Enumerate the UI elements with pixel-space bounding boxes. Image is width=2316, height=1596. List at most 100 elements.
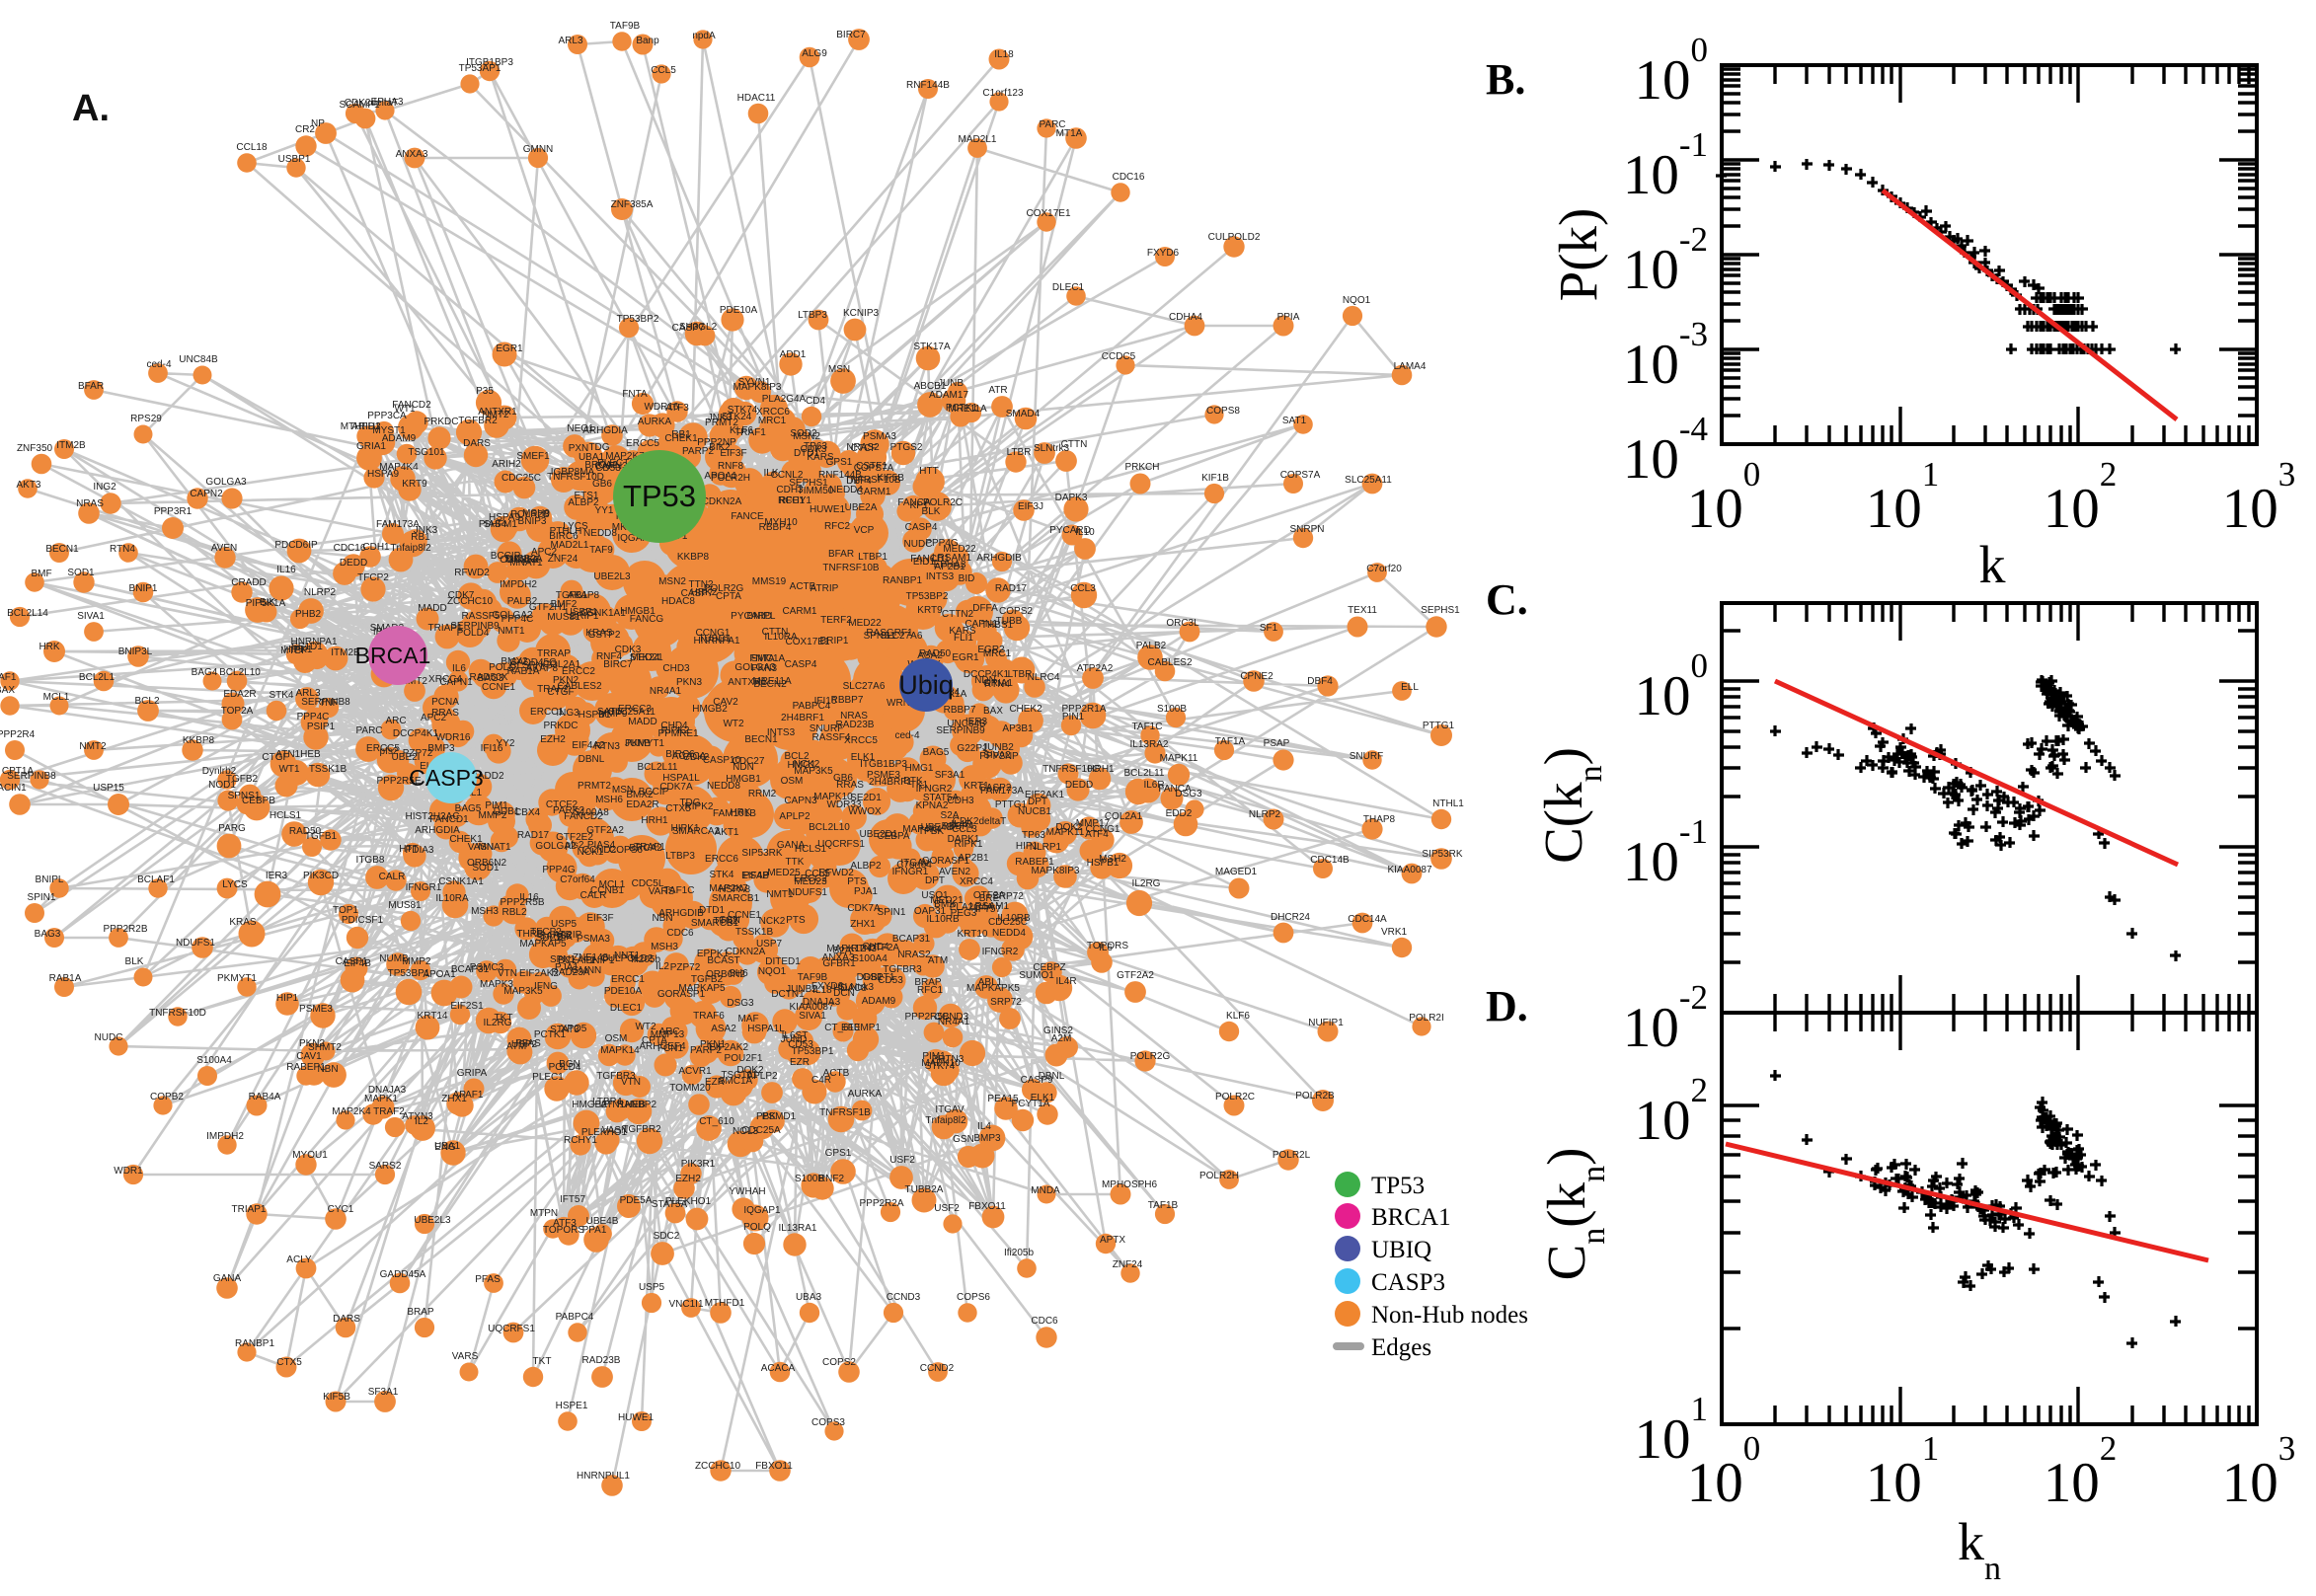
svg-text:MAP2K7: MAP2K7 (709, 883, 748, 894)
svg-text:ced-4: ced-4 (894, 730, 919, 741)
svg-text:CARM1: CARM1 (782, 606, 816, 617)
svg-text:CCL3: CCL3 (952, 824, 977, 835)
svg-text:RASGRF1: RASGRF1 (866, 628, 913, 639)
svg-text:CDK3: CDK3 (801, 444, 827, 455)
svg-text:HMG1: HMG1 (788, 760, 816, 771)
svg-text:SARS2: SARS2 (540, 931, 573, 942)
svg-text:RANBP1: RANBP1 (883, 575, 922, 586)
svg-text:LTBP1: LTBP1 (858, 552, 888, 563)
svg-text:HRK: HRK (730, 807, 750, 818)
svg-text:LRSAM1: LRSAM1 (969, 901, 1009, 912)
svg-text:ITGB8: ITGB8 (356, 855, 385, 866)
svg-text:PIK3CD: PIK3CD (303, 871, 339, 881)
svg-text:RANBP2: RANBP2 (617, 1100, 656, 1110)
svg-text:RPS29: RPS29 (130, 414, 162, 424)
svg-text:FCN1: FCN1 (657, 1043, 684, 1054)
svg-text:TAF1C: TAF1C (664, 885, 695, 896)
svg-text:C4R: C4R (811, 1075, 831, 1086)
svg-text:USP2: USP2 (511, 1039, 538, 1050)
svg-text:TUBB2A: TUBB2A (905, 1184, 944, 1195)
svg-text:BAX: BAX (983, 706, 1003, 717)
svg-text:IL2: IL2 (656, 961, 669, 972)
svg-text:PTS: PTS (847, 876, 867, 887)
svg-text:TSG101: TSG101 (721, 1070, 758, 1081)
svg-text:MED22: MED22 (943, 544, 976, 555)
svg-text:UBA1: UBA1 (434, 1141, 461, 1152)
svg-text:GFBR1: GFBR1 (822, 958, 856, 969)
svg-text:RAD50: RAD50 (289, 826, 322, 837)
svg-text:STK24: STK24 (630, 652, 660, 663)
svg-text:PPP2NP: PPP2NP (979, 751, 1019, 762)
svg-text:RABEP1: RABEP1 (1015, 857, 1054, 868)
svg-text:TTN2: TTN2 (689, 579, 714, 590)
svg-text:AKT3: AKT3 (16, 480, 40, 491)
svg-text:IFT57: IFT57 (975, 904, 1002, 915)
svg-text:CEBPB: CEBPB (242, 796, 275, 806)
svg-text:NMT2: NMT2 (79, 741, 107, 752)
svg-text:HSPB1: HSPB1 (1087, 858, 1119, 869)
svg-text:UBE2I: UBE2I (392, 752, 421, 763)
svg-text:CTTN: CTTN (762, 627, 789, 638)
svg-text:MED23: MED23 (794, 876, 827, 887)
svg-text:ACTB: ACTB (823, 1068, 850, 1079)
svg-text:KARS: KARS (949, 626, 976, 637)
svg-text:FBXO11: FBXO11 (755, 1461, 793, 1472)
svg-text:DAPK3: DAPK3 (1055, 493, 1088, 503)
svg-text:HIPK1: HIPK1 (284, 645, 313, 655)
svg-text:RTN3: RTN3 (851, 944, 877, 954)
svg-text:CDC6: CDC6 (1031, 1316, 1058, 1327)
svg-text:ERCC3: ERCC3 (618, 704, 652, 715)
svg-text:HUWE1: HUWE1 (618, 1412, 655, 1423)
svg-text:BTK: BTK (903, 776, 923, 787)
svg-text:EIF4A2: EIF4A2 (572, 740, 605, 751)
svg-text:IMPDH2: IMPDH2 (500, 579, 537, 590)
svg-text:PKN3: PKN3 (751, 663, 778, 674)
svg-text:MSH3: MSH3 (471, 906, 499, 917)
svg-text:TAF1B: TAF1B (1148, 1200, 1179, 1211)
svg-text:DTD1: DTD1 (699, 905, 726, 916)
svg-text:RIPK1: RIPK1 (955, 839, 983, 850)
svg-text:POLQ: POLQ (489, 662, 516, 673)
svg-text:CCL3: CCL3 (1070, 583, 1096, 594)
svg-text:CHEK1: CHEK1 (449, 834, 483, 845)
svg-text:BNIPL: BNIPL (747, 611, 776, 622)
svg-text:ARIH2: ARIH2 (351, 421, 381, 432)
svg-text:ACLY: ACLY (286, 1254, 312, 1265)
svg-text:POLR2C: POLR2C (923, 497, 963, 508)
svg-text:ERCC2: ERCC2 (562, 666, 595, 677)
svg-text:POLQ: POLQ (743, 1222, 771, 1233)
svg-text:STAT3: STAT3 (550, 1025, 579, 1035)
svg-text:TKT: TKT (533, 1356, 552, 1367)
svg-text:BLK: BLK (125, 956, 144, 967)
svg-text:TGFBR2: TGFBR2 (622, 1124, 661, 1135)
svg-text:LTBP3: LTBP3 (665, 851, 695, 862)
svg-text:HMGB2: HMGB2 (572, 1100, 607, 1110)
svg-text:STK74: STK74 (728, 405, 758, 416)
svg-text:PPP4C: PPP4C (502, 614, 534, 625)
svg-text:HRH1: HRH1 (1087, 764, 1115, 775)
svg-text:FANCE: FANCE (731, 511, 764, 522)
svg-text:C1orf123: C1orf123 (982, 88, 1024, 99)
svg-text:SIVA2: SIVA2 (983, 750, 1011, 761)
svg-text:WT1: WT1 (394, 404, 416, 415)
svg-text:TNF: TNF (319, 698, 338, 709)
svg-text:FANCD1: FANCD1 (429, 814, 469, 825)
svg-text:POLR2H: POLR2H (711, 473, 750, 484)
svg-text:Ifi205b: Ifi205b (1004, 1248, 1034, 1258)
svg-text:WDR16: WDR16 (435, 732, 470, 743)
svg-text:BNIPL: BNIPL (36, 874, 64, 885)
svg-text:LRSAM1: LRSAM1 (932, 553, 971, 564)
svg-text:RTN4: RTN4 (984, 679, 1010, 690)
svg-text:MED22: MED22 (848, 618, 882, 629)
svg-text:EZR: EZR (705, 1077, 725, 1088)
svg-text:ARL3: ARL3 (558, 36, 582, 46)
svg-text:ERCC1: ERCC1 (530, 707, 564, 718)
svg-text:HSPB1: HSPB1 (579, 710, 611, 721)
svg-text:C7orf64: C7orf64 (896, 860, 932, 871)
svg-text:KRT10: KRT10 (958, 929, 988, 940)
svg-text:KRAS: KRAS (585, 628, 613, 639)
svg-text:EPPK1: EPPK1 (697, 949, 730, 959)
svg-text:TPBK: TPBK (918, 826, 944, 837)
svg-text:ING3: ING3 (556, 708, 579, 719)
svg-text:TERF2: TERF2 (820, 615, 852, 626)
